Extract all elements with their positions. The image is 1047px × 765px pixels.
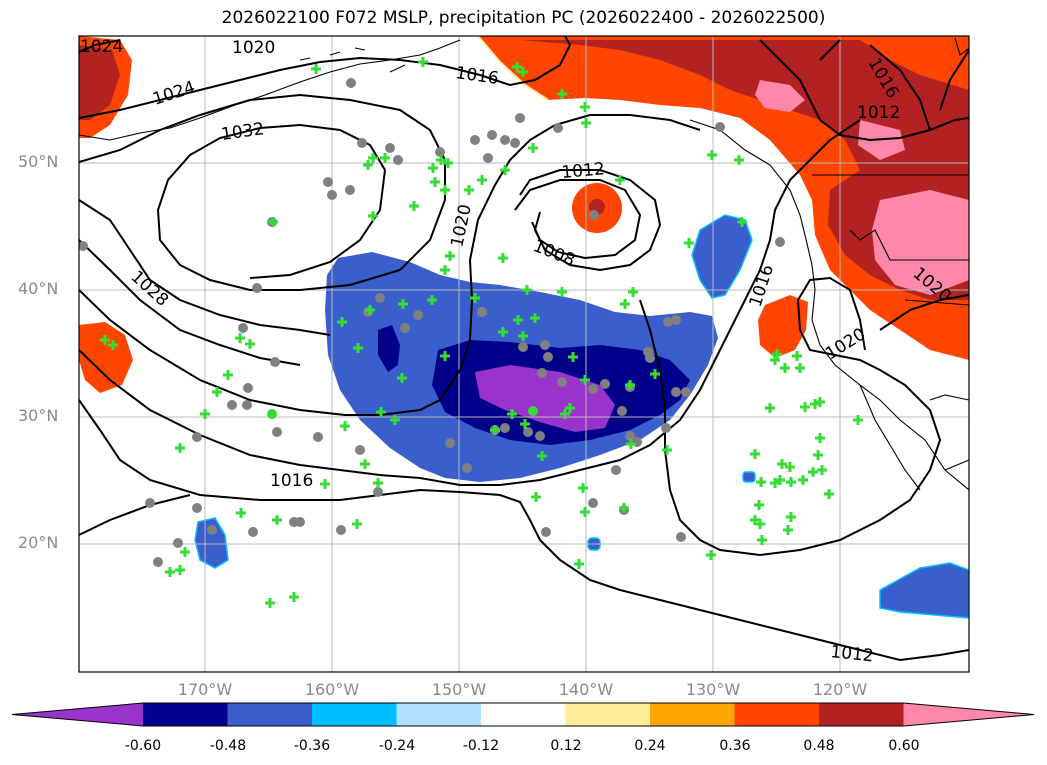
negative-anomaly-sw	[194, 517, 229, 569]
lon-label-160w: 160°W	[304, 680, 360, 699]
colorbar-segment	[227, 703, 313, 726]
lon-label-120w: 120°W	[812, 680, 868, 699]
isobar-label: 1024	[80, 37, 123, 57]
coastlines	[79, 37, 969, 491]
colorbar-segment	[481, 703, 566, 726]
colorbar-segment	[819, 703, 904, 726]
positive-anomaly-coast	[758, 295, 808, 358]
isobar-label: 1012	[857, 103, 900, 123]
colorbar-segment	[143, 703, 228, 726]
lat-label-30n: 30°N	[18, 406, 59, 425]
colorbar	[11, 702, 1035, 727]
colorbar-segment	[650, 703, 735, 726]
negative-anomaly-se	[879, 562, 969, 619]
colorbar-label: 0.60	[888, 738, 920, 754]
colorbar-extend-low	[12, 703, 143, 726]
colorbar-label: 0.36	[719, 738, 751, 754]
colorbar-extend-high	[903, 703, 1034, 726]
isobar-label: 1020	[232, 38, 275, 58]
station-markers	[79, 57, 863, 608]
lon-label-150w: 150°W	[431, 680, 487, 699]
negative-anomaly-central-dark2	[378, 325, 400, 372]
lon-label-170w: 170°W	[177, 680, 233, 699]
positive-anomaly-west	[79, 322, 133, 393]
positive-anomaly-north-peak2	[755, 80, 805, 112]
lat-label-20n: 20°N	[18, 533, 59, 552]
colorbar-segment	[312, 703, 397, 726]
positive-anomaly-north-peak	[872, 190, 969, 295]
colorbar-segment	[565, 703, 651, 726]
colorbar-outline	[11, 702, 1035, 727]
colorbar-label: 0.48	[803, 738, 835, 754]
map-title: 2026022100 F072 MSLP, precipitation PC (…	[221, 8, 826, 28]
colorbar-label: -0.24	[378, 738, 416, 754]
colorbar-label: 0.12	[550, 738, 582, 754]
lon-label-140w: 140°W	[558, 680, 614, 699]
colorbar-label: -0.36	[293, 738, 331, 754]
isobar-label: 1016	[270, 471, 313, 491]
lat-label-40n: 40°N	[18, 279, 59, 298]
lat-label-50n: 50°N	[18, 152, 59, 171]
isobar-label: 1012	[561, 159, 606, 183]
precip-shading	[79, 36, 969, 619]
colorbar-segment	[396, 703, 482, 726]
colorbar-label: -0.60	[124, 738, 162, 754]
colorbar-label: -0.12	[462, 738, 500, 754]
isobars	[79, 36, 969, 662]
colorbar-label: -0.48	[209, 738, 247, 754]
isobar-label: 1012	[829, 642, 874, 666]
negative-anomaly-east	[691, 214, 753, 299]
lon-label-130w: 130°W	[685, 680, 741, 699]
colorbar-segment	[734, 703, 820, 726]
positive-anomaly-north-core	[520, 40, 969, 300]
positive-anomaly-yellow-edge	[477, 36, 549, 101]
colorbar-label: 0.24	[634, 738, 666, 754]
positive-anomaly-nw-core	[79, 45, 120, 120]
map-frame	[78, 35, 970, 673]
negative-anomaly-central-peak	[475, 365, 615, 432]
plus-markers	[100, 57, 863, 608]
